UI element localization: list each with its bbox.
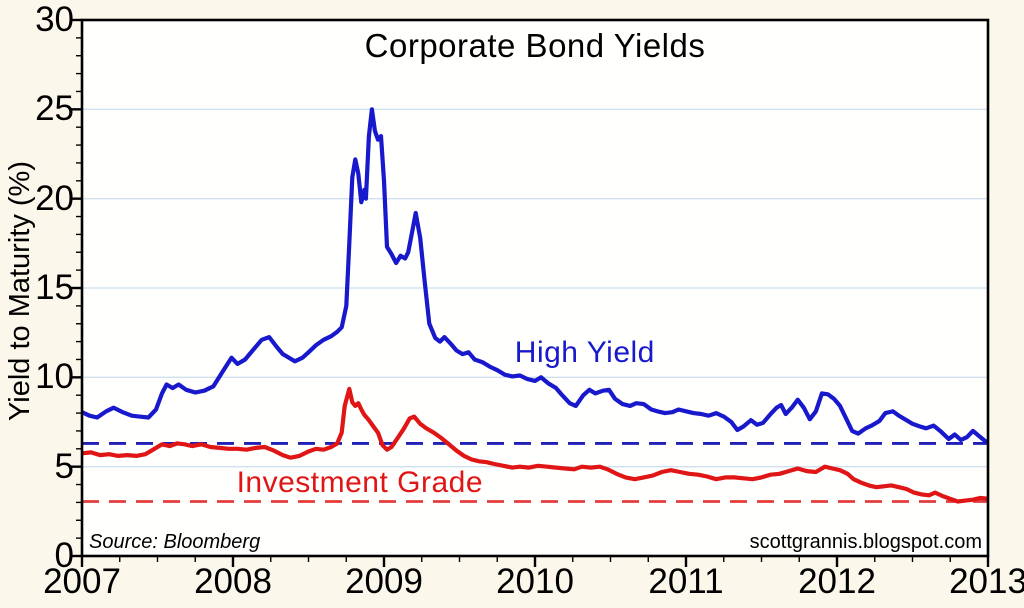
y-tick-label: 5 <box>54 446 74 486</box>
x-tick-label: 2010 <box>496 562 574 601</box>
x-tick-label: 2008 <box>194 562 272 601</box>
chart-title: Corporate Bond Yields <box>364 27 706 64</box>
y-tick-label: 20 <box>35 178 74 218</box>
source-note: Source: Bloomberg <box>89 531 261 553</box>
x-tick-label: 2013 <box>949 562 1024 601</box>
x-tick-label: 2009 <box>345 562 423 601</box>
y-tick-label: 30 <box>35 0 74 39</box>
series-label-high-yield: High Yield <box>514 336 655 370</box>
watermark: scottgrannis.blogspot.com <box>749 531 982 553</box>
x-tick-label: 2007 <box>43 562 121 601</box>
y-tick-label: 10 <box>35 357 74 397</box>
series-label-investment-grade: Investment Grade <box>236 465 484 499</box>
y-tick-label: 25 <box>35 89 74 129</box>
x-tick-label: 2011 <box>648 562 724 601</box>
x-tick-label: 2012 <box>798 562 876 601</box>
y-tick-label: 0 <box>54 536 74 575</box>
y-tick-label: 15 <box>35 268 74 307</box>
